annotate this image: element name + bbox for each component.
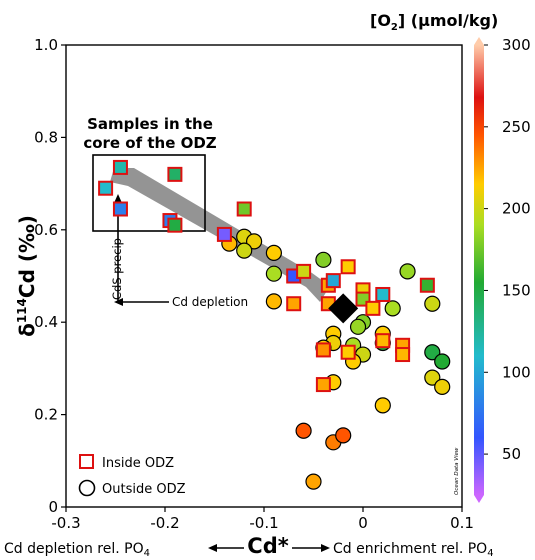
outside-odz-point — [265, 293, 282, 310]
inside-odz-point — [315, 342, 331, 358]
x-tick-label: -0.2 — [150, 514, 179, 532]
outside-odz-point — [236, 242, 253, 259]
y-tick-label: 1.0 — [34, 36, 58, 54]
inside-odz-point — [236, 201, 252, 217]
colorbar-ticks: 50 100 150 200 250 300 — [484, 36, 531, 463]
odz-box-title-line2: core of the ODZ — [83, 134, 216, 152]
inside-odz-point — [296, 263, 312, 279]
outside-odz-point — [399, 263, 416, 280]
y-tick-label: 0.6 — [34, 221, 58, 239]
axis-ticks: -0.3 -0.2 -0.1 0 0.1 0 0.2 0.4 0.6 0.8 1.0 — [34, 36, 474, 532]
inside-odz-point — [112, 201, 128, 217]
inside-odz-point — [167, 217, 183, 233]
legend-outside-label: Outside ODZ — [102, 482, 186, 497]
outside-odz-point — [424, 344, 441, 361]
odz-core-box — [92, 154, 206, 232]
outside-odz-point — [305, 473, 322, 490]
x-axis-label: Cd* — [247, 534, 288, 558]
plot-frame — [65, 44, 463, 508]
outside-odz-point — [424, 295, 441, 312]
legend: Inside ODZ Outside ODZ — [78, 454, 186, 497]
cds-precip-label: CdS precip — [110, 238, 124, 300]
inside-odz-point — [395, 347, 411, 363]
colorbar-top-cap — [474, 37, 484, 45]
outside-odz-point — [434, 378, 451, 395]
outside-odz-point — [349, 318, 367, 335]
inside-odz-point — [340, 259, 356, 275]
inside-odz-point — [286, 296, 302, 312]
x-tick-label: 0 — [358, 514, 368, 532]
legend-inside-label: Inside ODZ — [102, 456, 174, 471]
outside-odz-point — [295, 422, 312, 439]
odz-box-title-line1: Samples in the — [87, 115, 213, 133]
outside-odz-point — [374, 397, 391, 414]
colorbar: [O2] (µmol/kg) 50 100 150 200 250 300 — [370, 11, 531, 503]
colorbar-title: [O2] (µmol/kg) — [370, 11, 498, 33]
inside-odz-point — [112, 159, 128, 175]
inside-odz-point — [98, 180, 114, 196]
y-tick-label: 0.8 — [34, 128, 58, 146]
inside-odz-point — [340, 344, 356, 360]
data-markers — [98, 159, 451, 490]
inside-odz-point — [375, 286, 391, 302]
y-axis-label: δ114Cd (‰) — [15, 215, 39, 337]
y-tick-label: 0.4 — [34, 313, 58, 331]
outside-odz-point — [265, 244, 282, 261]
inside-odz-point — [167, 166, 183, 182]
colorbar-body — [474, 45, 484, 495]
outside-odz-point — [434, 353, 451, 370]
outside-odz-point — [315, 251, 332, 268]
outside-odz-point — [246, 233, 263, 250]
x-tick-label: -0.1 — [249, 514, 278, 532]
x-left-label: Cd depletion rel. PO4 — [4, 541, 150, 559]
x-tick-label: 0.1 — [450, 514, 474, 532]
inside-odz-point — [375, 333, 391, 349]
colorbar-tick-label: 200 — [502, 200, 531, 218]
x-right-label: Cd enrichment rel. PO4 — [333, 541, 494, 559]
highlight-diamond-marker — [328, 293, 359, 324]
x-tick-label: -0.3 — [51, 514, 80, 532]
inside-odz-point — [325, 273, 341, 289]
inside-odz-point — [216, 226, 232, 242]
colorbar-tick-label: 250 — [502, 118, 531, 136]
colorbar-tick-label: 150 — [502, 281, 531, 299]
colorbar-tick-label: 50 — [502, 445, 521, 463]
inside-odz-point — [419, 277, 435, 293]
legend-inside-square — [79, 454, 94, 469]
inside-odz-point — [365, 300, 381, 316]
outside-odz-point — [424, 369, 441, 386]
y-tick-label: 0.2 — [34, 406, 58, 424]
legend-outside-circle — [78, 479, 96, 497]
outside-odz-point — [384, 300, 401, 317]
colorbar-tick-label: 100 — [502, 363, 531, 381]
outside-odz-point — [335, 427, 352, 444]
colorbar-tick-label: 300 — [502, 36, 531, 54]
y-tick-label: 0 — [48, 498, 58, 516]
odv-watermark: Ocean Data View — [454, 447, 460, 495]
cd-depletion-label: Cd depletion — [172, 295, 248, 309]
outside-odz-point — [265, 265, 282, 282]
colorbar-bottom-cap — [474, 495, 484, 503]
inside-odz-point — [315, 377, 331, 393]
